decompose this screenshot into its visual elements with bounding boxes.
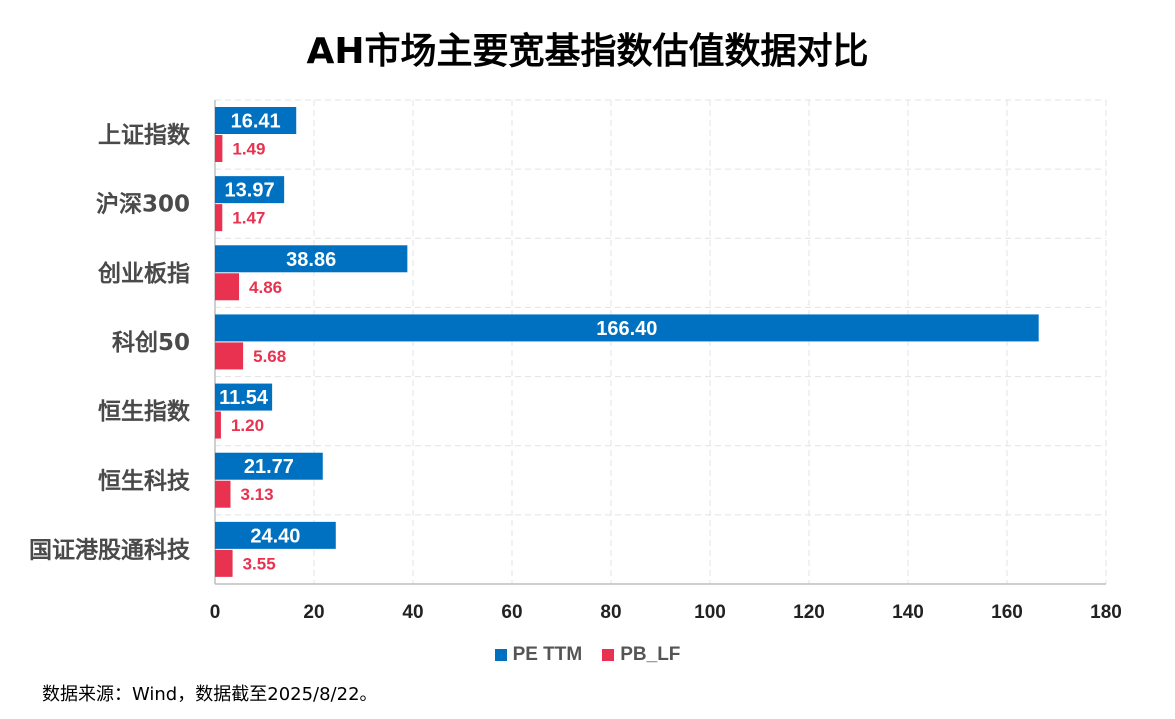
x-tick-label: 100 xyxy=(694,602,726,623)
pe-data-label: 166.40 xyxy=(596,318,657,340)
pb-data-label: 1.20 xyxy=(231,416,264,435)
pe-bar xyxy=(215,314,1039,342)
pe-bar xyxy=(215,107,297,134)
legend-item: PB_LF xyxy=(602,644,680,666)
x-tick-label: 80 xyxy=(600,602,621,623)
x-tick-label: 0 xyxy=(210,602,221,623)
source-note: 数据来源：Wind，数据截至2025/8/22。 xyxy=(42,684,378,705)
pe-bar xyxy=(215,521,336,549)
pe-data-label: 11.54 xyxy=(219,387,269,409)
legend-swatch xyxy=(602,649,615,661)
legend-item: PE TTM xyxy=(494,644,583,666)
pe-data-label: 16.41 xyxy=(231,111,281,133)
pb-data-label: 4.86 xyxy=(249,278,282,297)
x-tick-label: 40 xyxy=(402,602,423,623)
pb-data-label: 3.55 xyxy=(243,554,276,573)
category-label: 沪深300 xyxy=(96,191,190,218)
category-label: 恒生指数 xyxy=(98,399,191,425)
pb-data-label: 5.68 xyxy=(253,347,286,366)
x-tick-label: 60 xyxy=(501,602,522,623)
pe-bar xyxy=(215,452,323,480)
pb-bar xyxy=(215,342,244,370)
legend: PE TTM PB_LF xyxy=(0,644,1175,667)
legend-swatch xyxy=(494,649,507,661)
x-tick-label: 180 xyxy=(1090,602,1122,623)
pb-bar xyxy=(215,411,221,439)
pb-data-label: 1.47 xyxy=(232,209,265,228)
pe-bar xyxy=(215,176,285,204)
pb-data-label: 1.49 xyxy=(232,140,265,159)
legend-label: PE TTM xyxy=(512,644,583,665)
pe-bar xyxy=(215,245,408,273)
legend-label: PB_LF xyxy=(620,644,681,665)
x-tick-label: 20 xyxy=(303,602,324,623)
pb-bar xyxy=(215,135,223,162)
chart-title: AH市场主要宽基指数估值数据对比 xyxy=(306,31,869,72)
pe-data-label: 13.97 xyxy=(225,180,275,202)
pe-data-label: 24.40 xyxy=(250,525,300,547)
category-label: 创业板指 xyxy=(97,261,190,287)
category-label: 科创50 xyxy=(112,330,190,356)
category-label: 恒生科技 xyxy=(98,468,191,494)
pe-data-label: 38.86 xyxy=(286,249,336,271)
x-tick-label: 140 xyxy=(892,602,924,623)
pb-data-label: 3.13 xyxy=(240,485,273,504)
pe-bar xyxy=(215,383,273,411)
pb-bar xyxy=(215,480,231,508)
x-tick-label: 160 xyxy=(991,602,1023,623)
category-label: 上证指数 xyxy=(98,123,191,149)
pe-data-label: 21.77 xyxy=(244,456,294,478)
pb-bar xyxy=(215,204,223,232)
x-tick-label: 120 xyxy=(793,602,825,623)
category-label: 国证港股通科技 xyxy=(29,537,191,563)
pb-bar xyxy=(215,549,233,577)
pb-bar xyxy=(215,273,240,301)
